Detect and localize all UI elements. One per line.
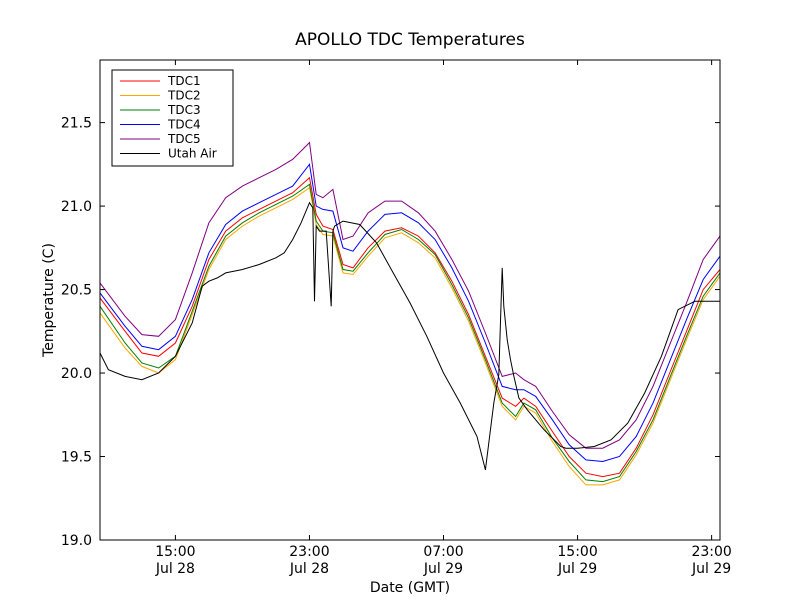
x-tick-label-time: 15:00 [155, 544, 195, 560]
x-tick-label-date: Jul 28 [155, 561, 195, 577]
legend-label-tdc2: TDC2 [167, 89, 201, 103]
series-line-tdc3 [99, 183, 721, 483]
y-tick-label: 21.0 [61, 199, 92, 215]
legend-label-tdc1: TDC1 [167, 74, 201, 88]
legend-label-tdc4: TDC4 [167, 118, 201, 132]
series-line-tdc5 [99, 141, 721, 449]
y-tick-label: 19.0 [61, 533, 92, 549]
x-tick-label-date: Jul 28 [289, 561, 329, 577]
y-tick-label: 20.0 [61, 366, 92, 382]
x-tick-label-time: 23:00 [691, 544, 731, 560]
y-tick-label: 21.5 [61, 116, 92, 132]
plot-lines [99, 141, 721, 486]
x-tick-label-date: Jul 29 [691, 561, 731, 577]
legend-label-tdc3: TDC3 [167, 103, 201, 117]
legend-box [111, 69, 234, 167]
chart-title: APOLLO TDC Temperatures [295, 30, 525, 50]
x-tick-label-time: 23:00 [289, 544, 329, 560]
x-tick-label-time: 07:00 [423, 544, 463, 560]
series-line-tdc1 [99, 176, 721, 478]
y-tick-label: 20.5 [61, 283, 92, 299]
x-tick-label-date: Jul 29 [423, 561, 463, 577]
y-axis-title: Temperature (C) [41, 243, 57, 358]
y-tick-label: 19.5 [61, 450, 92, 466]
plot-frame [99, 59, 721, 541]
x-axis-title: Date (GMT) [370, 580, 450, 596]
series-line-tdc2 [99, 186, 721, 486]
legend-label-tdc5: TDC5 [167, 132, 201, 146]
legend-label-utah-air: Utah Air [168, 147, 217, 161]
series-line-utah-air [99, 201, 720, 471]
x-tick-label-date: Jul 29 [557, 561, 597, 577]
x-tick-label-time: 15:00 [557, 544, 597, 560]
series-line-tdc4 [99, 163, 721, 463]
y-axis: 19.0 19.5 20.0 20.5 21.0 21.5 [61, 116, 720, 549]
